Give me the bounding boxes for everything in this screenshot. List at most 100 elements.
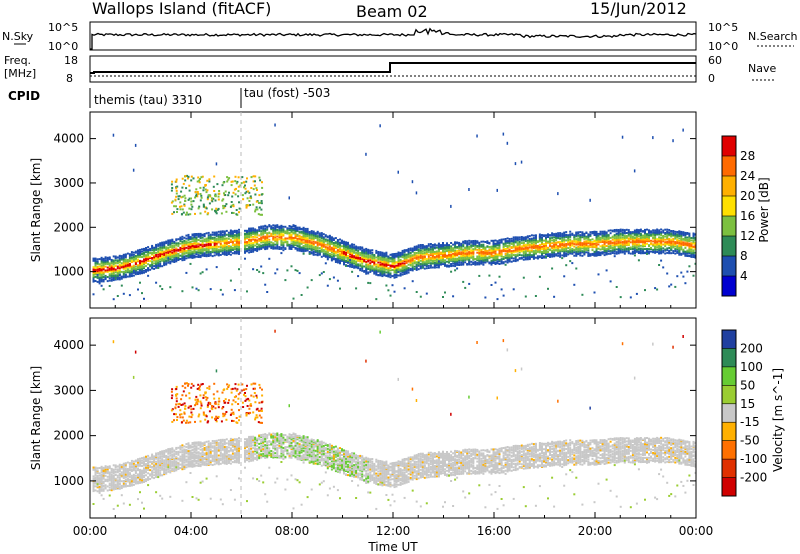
echo-cell — [609, 236, 612, 239]
echo-cell — [310, 246, 313, 249]
echo-cell — [199, 240, 202, 243]
echo-cell — [385, 274, 388, 277]
echo-cell — [405, 268, 408, 271]
echo-cell — [684, 231, 687, 234]
echo-cell — [353, 262, 356, 265]
echo-cell — [506, 261, 509, 264]
echo-cell — [100, 280, 103, 283]
echo-cell — [450, 249, 453, 252]
echo-cell — [440, 263, 442, 266]
echo-cell — [597, 254, 600, 257]
echo-cell — [167, 254, 170, 257]
echo-cell — [244, 232, 246, 235]
echo-cell — [181, 259, 184, 262]
echo-cell — [217, 248, 220, 251]
echo-cell — [672, 234, 675, 236]
echo-cell — [458, 261, 461, 264]
echo-cell — [607, 234, 610, 237]
echo-cell — [478, 245, 481, 247]
echo-cell — [280, 246, 283, 249]
echo-cell — [359, 253, 362, 256]
echo-cell — [648, 235, 650, 238]
echo-cell — [545, 234, 547, 237]
echo-cell — [444, 259, 446, 262]
echo-cell — [132, 260, 135, 263]
echo-cell — [613, 245, 616, 248]
echo-cell — [367, 266, 370, 269]
echo-cell — [427, 259, 430, 262]
echo-cell — [357, 253, 360, 256]
echo-cell — [326, 239, 329, 242]
echo-cell — [569, 260, 572, 263]
echo-cell — [446, 245, 448, 248]
echo-cell — [670, 242, 673, 244]
echo-cell — [662, 231, 665, 234]
echo-cell — [403, 273, 406, 275]
echo-cell — [472, 257, 475, 260]
echo-cell — [134, 265, 137, 268]
echo-cell — [302, 245, 305, 248]
echo-cell — [169, 240, 172, 243]
echo-cell — [92, 293, 95, 296]
echo-cell — [506, 245, 509, 248]
echo-cell — [264, 246, 267, 248]
echo-cell — [514, 253, 517, 256]
echo-cell — [599, 238, 602, 241]
echo-cell — [466, 252, 469, 255]
echo-cell — [219, 288, 222, 291]
echo-cell — [674, 252, 677, 255]
echo-cell — [391, 262, 394, 265]
echo-cell — [145, 257, 147, 260]
echo-cell — [334, 241, 337, 244]
echo-cell — [175, 257, 178, 260]
echo-cell — [658, 233, 661, 236]
echo-cell — [334, 254, 337, 257]
echo-cell — [589, 254, 592, 257]
echo-cell — [288, 247, 291, 250]
echo-cell — [229, 279, 232, 282]
echo-cell — [94, 267, 97, 270]
echo-cell — [292, 238, 295, 241]
echo-cell — [417, 261, 420, 264]
echo-cell — [573, 283, 576, 286]
echo-cell — [417, 250, 420, 253]
echo-cell — [114, 255, 117, 258]
echo-cell — [427, 267, 430, 269]
echo-cell — [492, 260, 495, 263]
echo-cell — [563, 238, 566, 241]
echo-cell — [116, 256, 119, 259]
echo-cell — [302, 235, 305, 238]
echo-cell — [672, 252, 675, 254]
echo-cell — [480, 240, 483, 243]
echo-cell — [238, 228, 240, 231]
echo-cell — [363, 265, 366, 268]
echo-cell — [373, 257, 376, 260]
echo-cell — [379, 270, 382, 273]
echo-cell — [508, 248, 511, 251]
echo-cell — [268, 242, 271, 245]
echo-cell — [274, 272, 277, 275]
echo-cell — [516, 246, 519, 249]
echo-cell — [563, 231, 566, 234]
echo-cell — [468, 260, 471, 263]
echo-cell — [502, 256, 505, 258]
echo-cell — [435, 252, 438, 254]
echo-cell — [151, 263, 154, 266]
echo-cell — [644, 251, 646, 254]
echo-cell — [512, 257, 515, 260]
echo-cell — [221, 244, 224, 247]
echo-cell — [615, 237, 618, 240]
echo-cell — [332, 255, 335, 257]
echo-cell — [642, 250, 644, 253]
echo-cell — [642, 238, 644, 241]
echo-cell — [141, 250, 143, 253]
echo-cell — [621, 238, 624, 241]
echo-cell — [553, 238, 556, 241]
echo-cell — [646, 248, 648, 250]
echo-cell — [355, 262, 358, 265]
echo-cell — [462, 280, 465, 283]
echo-cell — [401, 262, 404, 265]
echo-cell — [660, 231, 663, 234]
echo-cell — [448, 245, 450, 248]
